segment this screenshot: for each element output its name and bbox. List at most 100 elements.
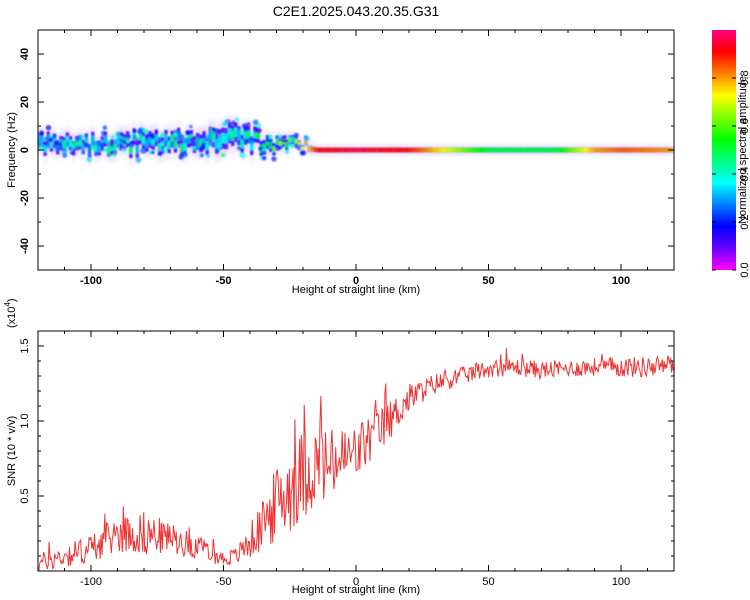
heat-core-cell — [49, 141, 54, 148]
y-tick-label: 20 — [19, 96, 31, 108]
heat-speckle — [252, 119, 259, 126]
heat-core-cell — [383, 147, 388, 153]
heat-core-cell — [199, 139, 203, 148]
heat-speckle — [214, 128, 220, 134]
heat-core-cell — [444, 147, 448, 153]
heat-core-cell — [43, 145, 47, 152]
heat-core-cell — [320, 147, 324, 153]
x-tick-label: 0 — [353, 275, 359, 287]
snr-y-axis-label: SNR (10 * v/v) — [6, 416, 18, 486]
heat-speckle — [147, 133, 152, 138]
heat-speckle — [165, 141, 171, 147]
heat-core-cell — [250, 142, 254, 151]
heat-core-cell — [367, 147, 372, 153]
heat-speckle — [55, 141, 60, 146]
spectrogram-x-axis-label: Height of straight line (km) — [292, 284, 420, 296]
heat-speckle — [237, 145, 242, 151]
heat-speckle — [247, 130, 252, 136]
heat-core-cell — [514, 147, 518, 153]
heat-core-cell — [78, 139, 82, 146]
heat-core-cell — [380, 147, 384, 153]
heat-speckle — [151, 150, 155, 155]
colorbar-tick-label: 0.6 — [739, 118, 750, 133]
heat-speckle — [239, 152, 246, 159]
heat-core-cell — [539, 147, 543, 153]
heat-core-cell — [103, 135, 108, 143]
heat-core-cell — [482, 147, 486, 153]
colorbar-tick-label: 0.8 — [739, 70, 750, 85]
colorbar-tick-label: 0.2 — [739, 214, 750, 229]
snr-panel: -100 -50 0 50 100 0.5 1.0 1.5 Height of straigh… — [3, 298, 675, 596]
x-tick-label: 0 — [353, 576, 359, 588]
heat-core-cell — [453, 147, 457, 153]
heat-core-cell — [501, 147, 505, 153]
heat-speckle — [248, 139, 255, 146]
heat-speckle — [102, 125, 108, 130]
heat-core-cell — [447, 147, 451, 153]
heat-core-cell — [278, 140, 283, 146]
heat-core-cell — [609, 147, 613, 153]
heat-core-cell — [323, 147, 327, 153]
heat-speckle — [135, 138, 140, 143]
heat-speckle — [96, 140, 101, 144]
heat-core-cell — [491, 147, 496, 153]
heat-core-cell — [479, 147, 483, 153]
heat-core-cell — [173, 140, 178, 148]
heat-core-cell — [237, 131, 241, 141]
y-tick-label: 0 — [19, 147, 31, 153]
snr-line — [38, 348, 674, 571]
heat-speckle — [96, 146, 102, 152]
heat-core-cell — [596, 147, 601, 153]
heat-speckle — [261, 155, 267, 161]
heat-core-cell — [638, 147, 642, 153]
heat-speckle — [284, 139, 288, 143]
snr-scale-base: (x10 — [6, 307, 18, 328]
heat-speckle — [189, 125, 193, 129]
heat-core-cell — [313, 147, 318, 153]
heat-core-cell — [415, 147, 419, 153]
heat-core-cell — [288, 137, 292, 143]
heat-core-cell — [536, 147, 540, 153]
heat-core-cell — [424, 147, 429, 153]
heat-speckle — [220, 152, 226, 158]
spectrogram-heat-layer — [38, 114, 674, 165]
heat-core-cell — [230, 131, 235, 141]
heat-speckle — [112, 152, 117, 157]
heat-speckle — [74, 145, 79, 150]
heat-core-cell — [180, 144, 184, 152]
heat-core-cell — [542, 147, 547, 153]
heat-speckle — [277, 134, 283, 140]
heat-core-cell — [164, 134, 168, 143]
heat-core-cell — [215, 139, 219, 149]
heat-speckle — [192, 145, 198, 151]
heat-core-cell — [555, 147, 559, 153]
heat-core-cell — [660, 147, 664, 153]
heat-core-cell — [564, 147, 569, 153]
heat-core-cell — [526, 147, 531, 153]
heat-speckle — [118, 146, 123, 151]
heat-core-cell — [326, 147, 330, 153]
heat-speckle — [132, 134, 138, 140]
heat-speckle — [223, 120, 229, 126]
heat-core-cell — [176, 132, 181, 140]
heat-core-cell — [561, 147, 566, 153]
heat-core-cell — [634, 147, 639, 153]
heat-core-cell — [196, 137, 200, 146]
heat-speckle — [178, 134, 185, 141]
heat-core-cell — [545, 147, 550, 153]
heat-core-cell — [224, 133, 229, 144]
colorbar: 0.0 0.2 0.4 0.6 0.8 Normalized spectral ampl… — [712, 30, 750, 278]
colorbar-label: Normalized spectral amplitude — [737, 76, 749, 224]
snr-ticks: -100 -50 0 50 100 0.5 1.0 1.5 — [19, 331, 675, 588]
x-tick-label: 50 — [482, 576, 494, 588]
heat-core-cell — [393, 147, 397, 153]
heat-core-cell — [129, 146, 133, 154]
x-tick-label: 100 — [612, 576, 630, 588]
heat-speckle — [115, 131, 121, 138]
heat-core-cell — [488, 147, 492, 153]
heat-core-cell — [374, 147, 378, 153]
x-tick-label: 50 — [482, 275, 494, 287]
heat-speckle — [86, 156, 92, 163]
heat-core-cell — [183, 143, 187, 151]
